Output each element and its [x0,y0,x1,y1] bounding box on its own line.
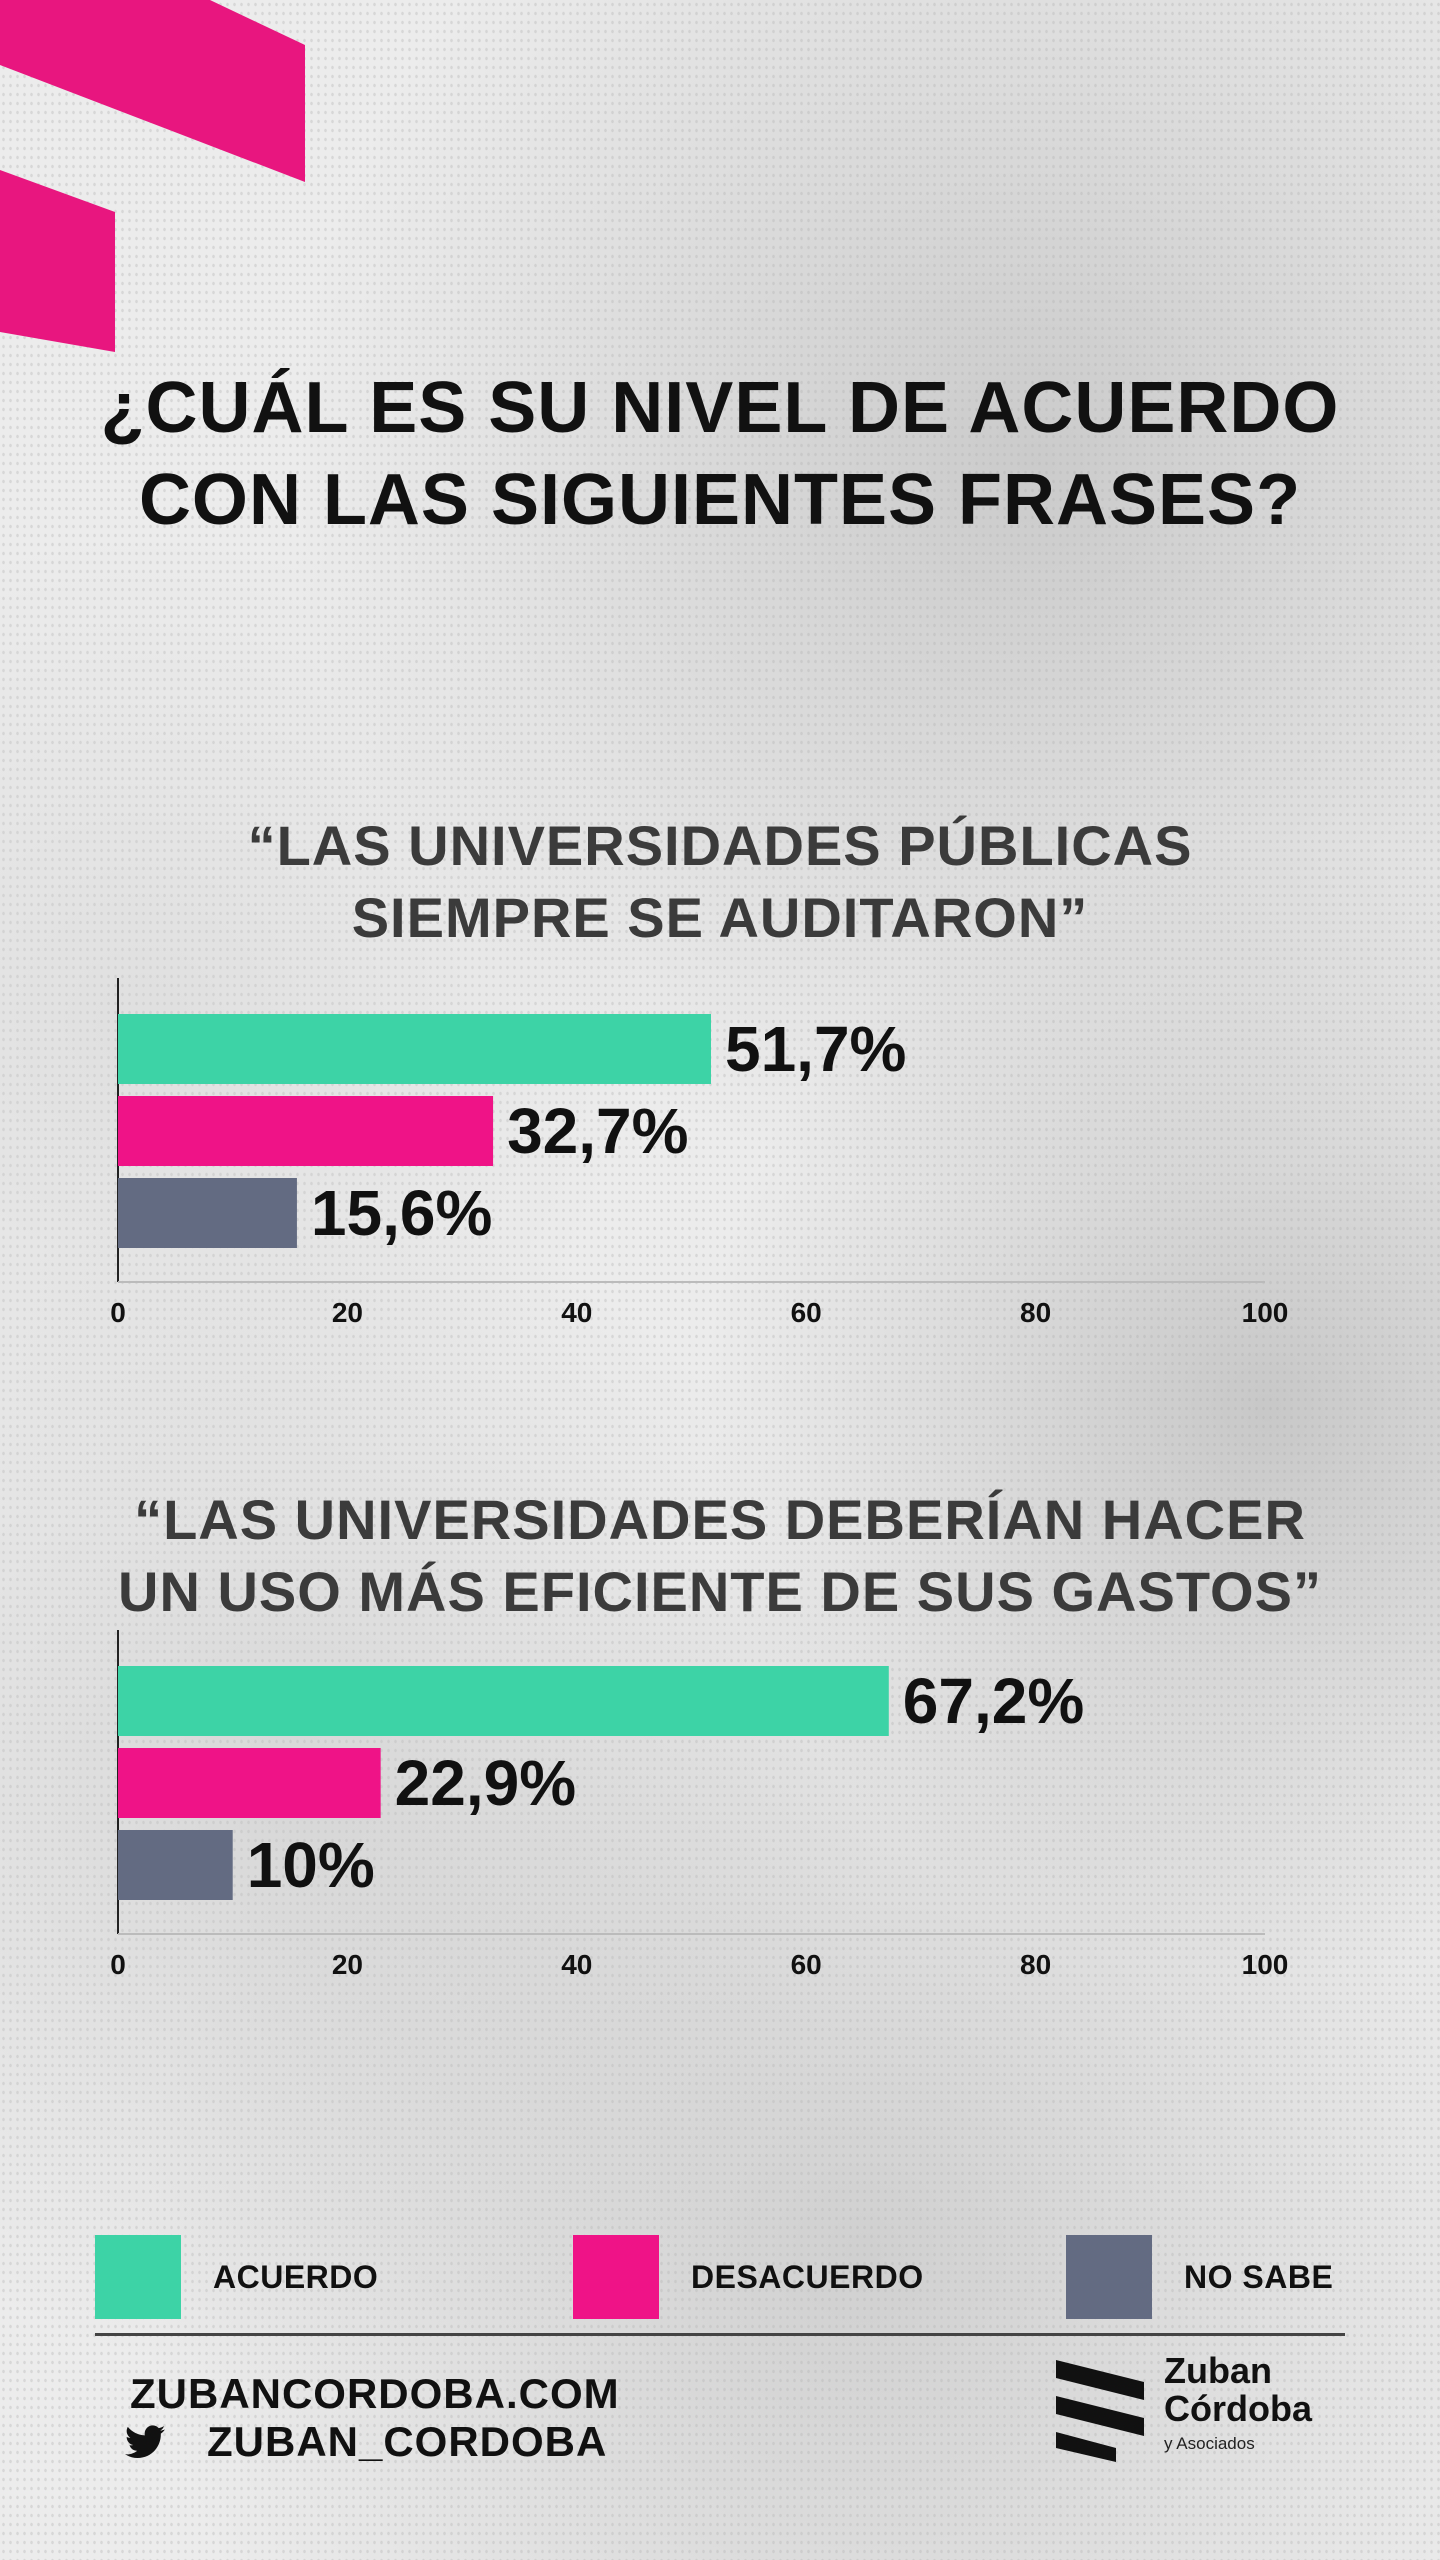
page-title-line-1: ¿CUÁL ES SU NIVEL DE ACUERDO [100,368,1340,448]
chart-2-bar-desacuerdo [118,1748,381,1818]
chart-2-title-line-2: UN USO MÁS EFICIENTE DE SUS GASTOS” [118,1560,1322,1623]
chart-2-tick-label: 100 [1242,1949,1289,1980]
legend-label-desacuerdo: DESACUERDO [691,2258,924,2295]
legend-label-acuerdo: ACUERDO [213,2258,379,2295]
logo-mark-icon [1056,2360,1144,2462]
legend-item-acuerdo: ACUERDO [95,2235,378,2319]
legend-swatch-acuerdo [95,2235,181,2319]
legend-swatch-desacuerdo [573,2235,659,2319]
decorative-pink-stripes [0,0,305,352]
chart-2-tick-label: 80 [1020,1949,1051,1980]
chart-2-bar-acuerdo [118,1666,889,1736]
logo-name: Zuban Córdoba [1164,2352,1312,2428]
page-title: ¿CUÁL ES SU NIVEL DE ACUERDO CON LAS SIG… [0,362,1440,546]
chart-1-tick-label: 80 [1020,1297,1051,1328]
legend-label-no-sabe: NO SABE [1184,2258,1334,2295]
chart-1-value-label: 51,7% [725,1013,906,1085]
chart-2-value-label: 10% [247,1829,375,1901]
twitter-handle: ZUBAN_CORDOBA [207,2418,608,2465]
chart-2-value-label: 22,9% [395,1747,576,1819]
chart-2-tick-label: 20 [332,1949,363,1980]
chart-2-tick-label: 40 [561,1949,592,1980]
chart-2-title-line-1: “LAS UNIVERSIDADES DEBERÍAN HACER [134,1488,1306,1551]
chart-1-bar-acuerdo [118,1014,711,1084]
chart-1: 51,7% 32,7%15,6% 0 20 40 60 80 100 [110,978,1289,1328]
legend-swatch-no-sabe [1066,2235,1152,2319]
chart-1-value-label: 15,6% [311,1177,492,1249]
website-link[interactable]: ZUBANCORDOBA.COM [130,2370,620,2417]
chart-1-title-line-2: SIEMPRE SE AUDITARON” [351,886,1089,949]
chart-1-title-line-1: “LAS UNIVERSIDADES PÚBLICAS [247,814,1193,877]
decorative-stripe-top [0,0,305,182]
chart-2-title: “LAS UNIVERSIDADES DEBERÍAN HACER UN USO… [0,1484,1440,1628]
twitter-link[interactable]: ZUBAN_CORDOBA [125,2418,607,2466]
chart-2-bar-no-sabe [118,1830,233,1900]
zuban-cordoba-logo: Zuban Córdoba y Asociados [1052,2352,1332,2462]
chart-1-tick-label: 40 [561,1297,592,1328]
chart-1-bar-desacuerdo [118,1096,494,1166]
chart-1-tick-label: 100 [1242,1297,1289,1328]
chart-1-tick-label: 20 [332,1297,363,1328]
page-title-line-2: CON LAS SIGUIENTES FRASES? [138,460,1302,540]
logo-name-line-2: Córdoba [1164,2388,1312,2429]
logo-subtitle: y Asociados [1164,2434,1255,2453]
chart-2: 67,2% 22,9% 10% 0 20 40 60 80 100 [110,1630,1289,1980]
chart-1-bar-no-sabe [118,1178,297,1248]
decorative-stripe-bottom [0,170,115,352]
chart-2-tick-label: 60 [791,1949,822,1980]
chart-1-tick-label: 0 [110,1297,126,1328]
chart-2-tick-label: 0 [110,1949,126,1980]
logo-name-line-1: Zuban [1164,2350,1272,2391]
chart-1-tick-label: 60 [791,1297,822,1328]
twitter-icon [125,2425,165,2458]
legend-item-desacuerdo: DESACUERDO [573,2235,924,2319]
legend-item-no-sabe: NO SABE [1066,2235,1333,2319]
footer-divider [95,2333,1345,2336]
chart-2-value-label: 67,2% [903,1665,1084,1737]
chart-1-title: “LAS UNIVERSIDADES PÚBLICAS SIEMPRE SE A… [0,810,1440,954]
chart-1-value-label: 32,7% [507,1095,688,1167]
